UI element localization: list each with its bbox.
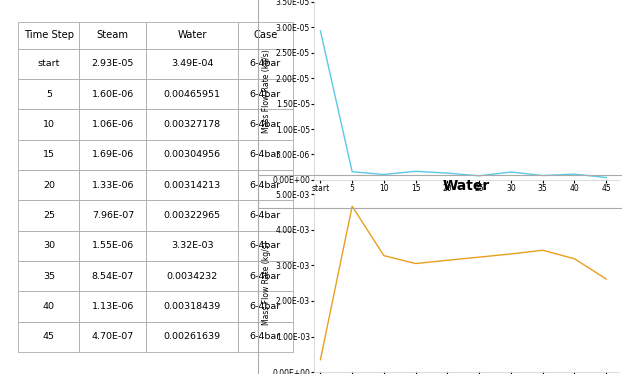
X-axis label: Time Step: Time Step [442,194,491,205]
Title: Water: Water [443,179,490,193]
Title: Steam: Steam [442,0,491,1]
Y-axis label: Mass Flow Rate (kg/s): Mass Flow Rate (kg/s) [262,49,271,133]
Y-axis label: Mass Flow Rate (kg/s): Mass Flow Rate (kg/s) [262,241,271,325]
